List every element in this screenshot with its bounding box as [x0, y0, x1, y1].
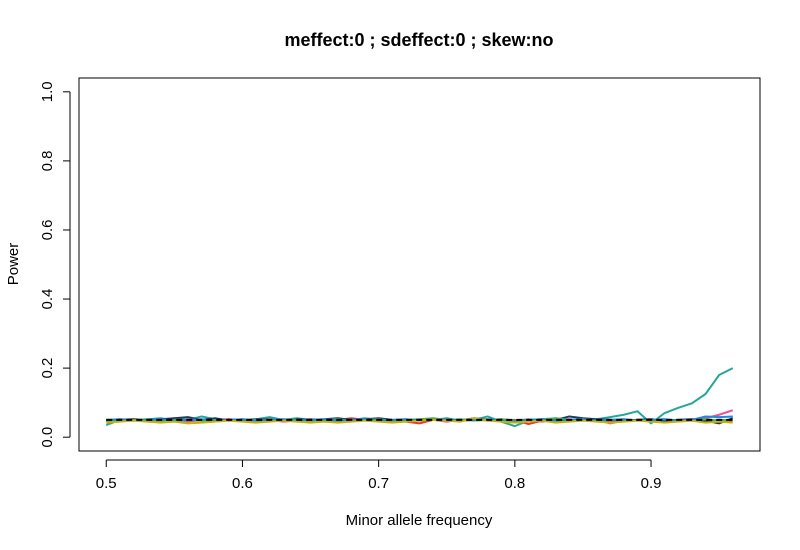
- x-tick-label: 0.8: [504, 475, 525, 492]
- y-tick-label: 0.4: [39, 289, 56, 310]
- y-axis: 0.0 0.2 0.4 0.6 0.8 1.0: [39, 81, 71, 448]
- chart-title: meffect:0 ; sdeffect:0 ; skew:no: [284, 30, 553, 50]
- y-axis-label: Power: [5, 243, 22, 286]
- y-tick-label: 1.0: [39, 81, 56, 102]
- x-tick-label: 0.9: [641, 475, 662, 492]
- x-tick-label: 0.5: [96, 475, 117, 492]
- x-tick-label: 0.6: [232, 475, 253, 492]
- x-tick-label: 0.7: [368, 475, 389, 492]
- y-tick-label: 0.0: [39, 427, 56, 448]
- y-tick-label: 0.2: [39, 358, 56, 379]
- y-tick-label: 0.6: [39, 220, 56, 241]
- x-axis: 0.5 0.6 0.7 0.8 0.9: [96, 459, 662, 492]
- x-axis-label: Minor allele frequency: [346, 512, 493, 529]
- plot-area: [105, 367, 734, 428]
- y-tick-label: 0.8: [39, 150, 56, 171]
- plot-frame: [78, 77, 761, 452]
